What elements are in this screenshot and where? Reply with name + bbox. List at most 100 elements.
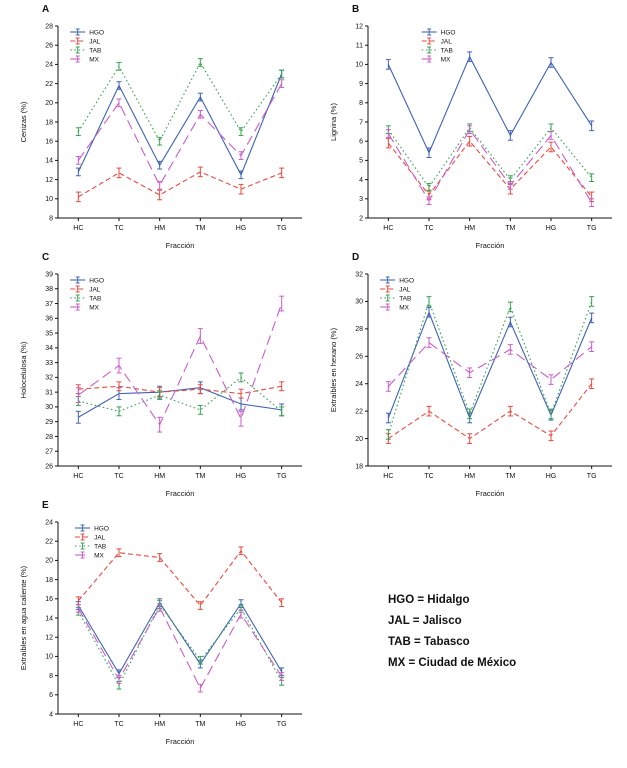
svg-text:TG: TG [277, 225, 287, 232]
panel-letter-a: A [42, 4, 50, 15]
svg-text:28: 28 [355, 326, 363, 333]
abbreviation-key: HGO = Hidalgo JAL = Jalisco TAB = Tabasc… [388, 590, 516, 674]
svg-text:16: 16 [45, 596, 53, 603]
svg-text:8: 8 [359, 100, 363, 107]
svg-text:MX: MX [89, 304, 99, 311]
chart-cenizas: 8 10 12 14 16 18 20 22 24 26 28 HC TC HM TM HG TG Fracció… [19, 23, 302, 250]
key-line-tab: TAB = Tabasco [388, 636, 470, 648]
svg-text:HC: HC [383, 473, 393, 480]
svg-text:7: 7 [359, 119, 363, 126]
svg-text:10: 10 [45, 654, 53, 661]
svg-text:14: 14 [45, 615, 53, 622]
svg-text:4: 4 [359, 177, 363, 184]
svg-text:HGO: HGO [441, 29, 456, 36]
svg-text:TM: TM [195, 225, 205, 232]
svg-text:HG: HG [546, 225, 557, 232]
svg-text:10: 10 [355, 62, 363, 69]
svg-text:MX: MX [89, 56, 99, 63]
svg-text:5: 5 [359, 158, 363, 165]
svg-text:26: 26 [355, 354, 363, 361]
svg-text:39: 39 [45, 271, 53, 278]
svg-text:28: 28 [45, 23, 53, 30]
panel-letter-b: B [352, 4, 360, 15]
svg-text:31: 31 [45, 389, 53, 396]
svg-text:Fracción: Fracción [166, 737, 195, 746]
svg-text:12: 12 [45, 635, 53, 642]
svg-text:30: 30 [45, 404, 53, 411]
svg-text:Extraíbles en agua caliente (%: Extraíbles en agua caliente (%) [19, 565, 28, 670]
svg-text:Fracción: Fracción [476, 241, 505, 250]
svg-text:Cenizas (%): Cenizas (%) [19, 101, 28, 142]
svg-text:TM: TM [195, 473, 205, 480]
svg-text:8: 8 [49, 215, 53, 222]
svg-text:TC: TC [114, 721, 123, 728]
svg-text:Extraíbles en hexano (%): Extraíbles en hexano (%) [329, 327, 338, 412]
svg-text:38: 38 [45, 286, 53, 293]
svg-text:2: 2 [359, 215, 363, 222]
svg-text:4: 4 [49, 711, 53, 718]
key-line-mx: MX = Ciudad de México [388, 657, 517, 669]
svg-text:22: 22 [45, 539, 53, 546]
key-line-jal: JAL = Jalisco [388, 615, 462, 627]
svg-text:HC: HC [73, 473, 83, 480]
svg-text:HG: HG [236, 721, 247, 728]
svg-text:36: 36 [45, 316, 53, 323]
svg-text:JAL: JAL [441, 38, 453, 45]
svg-text:Lignina (%): Lignina (%) [329, 103, 338, 141]
svg-text:11: 11 [356, 43, 363, 50]
svg-text:HM: HM [464, 473, 475, 480]
svg-text:TG: TG [277, 721, 287, 728]
svg-text:Fracción: Fracción [166, 241, 195, 250]
svg-text:TAB: TAB [94, 543, 106, 550]
svg-text:JAL: JAL [89, 38, 101, 45]
svg-text:8: 8 [49, 673, 53, 680]
svg-text:20: 20 [45, 100, 53, 107]
svg-text:24: 24 [45, 519, 53, 526]
svg-text:9: 9 [359, 81, 363, 88]
panel-a: A 8 10 12 14 16 18 20 22 24 26 28 HC TC HM TM HG TG Fracc… [16, 4, 316, 256]
svg-text:6: 6 [359, 139, 363, 146]
svg-text:34: 34 [45, 345, 53, 352]
svg-text:10: 10 [45, 196, 53, 203]
svg-text:HGO: HGO [89, 29, 104, 36]
svg-text:TAB: TAB [89, 295, 101, 302]
svg-text:24: 24 [45, 62, 53, 69]
svg-text:HG: HG [236, 473, 247, 480]
chart-extraibles-hexano: 18 20 22 24 26 28 30 32 HC TC HM TM HG TG Fracción Extr… [329, 271, 612, 498]
svg-text:30: 30 [355, 299, 363, 306]
svg-text:6: 6 [49, 692, 53, 699]
svg-text:HM: HM [464, 225, 475, 232]
svg-text:32: 32 [355, 271, 363, 278]
svg-text:HGO: HGO [94, 525, 109, 532]
svg-text:HG: HG [546, 473, 557, 480]
svg-text:TM: TM [505, 225, 515, 232]
svg-text:MX: MX [441, 56, 451, 63]
panel-letter-e: E [42, 500, 49, 511]
svg-text:18: 18 [45, 119, 53, 126]
svg-text:12: 12 [45, 177, 53, 184]
svg-text:JAL: JAL [94, 534, 106, 541]
svg-text:18: 18 [45, 577, 53, 584]
svg-text:TM: TM [195, 721, 205, 728]
chart-lignina: 2 3 4 5 6 7 8 9 10 11 12 HC TC HM TM HG TG Fracción Lignin… [329, 23, 612, 250]
svg-text:32: 32 [45, 375, 53, 382]
chart-holocelulosa: 26 27 28 29 30 31 32 33 34 35 36 37 38 39 HC TC HM TM HG TG… [19, 271, 302, 498]
svg-text:18: 18 [355, 463, 363, 470]
panel-e: E 4 6 8 10 12 14 16 18 20 22 24 HC TC HM TM HG TG Fracció… [16, 500, 316, 752]
svg-text:HGO: HGO [399, 277, 414, 284]
svg-text:Fracción: Fracción [476, 489, 505, 498]
svg-text:TG: TG [587, 473, 597, 480]
svg-text:JAL: JAL [399, 286, 411, 293]
svg-text:TC: TC [424, 473, 433, 480]
svg-text:29: 29 [45, 419, 53, 426]
svg-text:JAL: JAL [89, 286, 101, 293]
svg-text:Fracción: Fracción [166, 489, 195, 498]
svg-text:HM: HM [154, 721, 165, 728]
svg-text:TAB: TAB [89, 47, 101, 54]
svg-text:TG: TG [587, 225, 597, 232]
svg-text:33: 33 [45, 360, 53, 367]
svg-text:HM: HM [154, 225, 165, 232]
svg-text:26: 26 [45, 463, 53, 470]
svg-text:HC: HC [73, 225, 83, 232]
svg-text:MX: MX [94, 552, 104, 559]
